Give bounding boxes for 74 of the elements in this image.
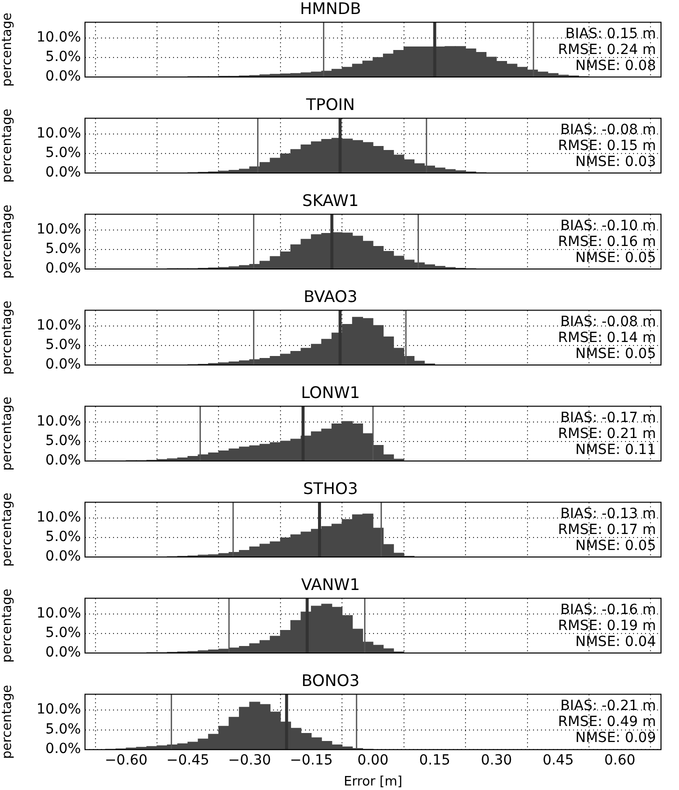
annotation: RMSE: 0.17 m bbox=[558, 522, 656, 538]
annotation: BIAS: -0.16 m bbox=[560, 602, 656, 618]
y-tick-label: 5.0% bbox=[45, 721, 81, 738]
y-axis-title: percentage bbox=[0, 492, 16, 567]
y-axis-title: percentage bbox=[0, 396, 16, 471]
x-tick-label: 0.15 bbox=[419, 752, 450, 769]
annotation: BIAS: 0.15 m bbox=[565, 26, 656, 42]
y-tick-label: 5.0% bbox=[45, 337, 81, 354]
y-tick-label: 10.0% bbox=[36, 126, 81, 142]
annotation: RMSE: 0.15 m bbox=[558, 138, 656, 154]
y-tick-label: 10.0% bbox=[36, 30, 81, 46]
annotation: NMSE: 0.05 bbox=[575, 346, 656, 362]
x-tick-label: −0.15 bbox=[290, 752, 333, 769]
annotation: NMSE: 0.05 bbox=[575, 250, 656, 266]
chart-title: VANW1 bbox=[301, 574, 360, 594]
y-tick-label: 10.0% bbox=[36, 510, 81, 526]
y-tick-label: 10.0% bbox=[36, 414, 81, 430]
annotation: NMSE: 0.05 bbox=[575, 538, 656, 554]
chart-title: HMNDB bbox=[300, 0, 362, 18]
annotation: RMSE: 0.24 m bbox=[558, 42, 656, 58]
annotation: BIAS: -0.13 m bbox=[560, 506, 656, 522]
annotation: BIAS: -0.08 m bbox=[560, 314, 656, 330]
x-tick-label: 0.30 bbox=[480, 752, 512, 769]
chart-title: SKAW1 bbox=[302, 190, 359, 210]
x-tick-label: 0.45 bbox=[542, 752, 574, 769]
y-tick-label: 0.0% bbox=[45, 452, 81, 469]
chart-title: LONW1 bbox=[301, 382, 360, 402]
y-tick-label: 0.0% bbox=[45, 644, 81, 661]
chart-title: STHO3 bbox=[303, 478, 358, 498]
annotation: BIAS: -0.21 m bbox=[560, 698, 656, 714]
chart-title: BONO3 bbox=[301, 670, 360, 690]
y-axis-title: percentage bbox=[0, 204, 16, 279]
annotation: NMSE: 0.04 bbox=[575, 634, 656, 650]
y-tick-label: 5.0% bbox=[45, 145, 81, 162]
y-axis-title: percentage bbox=[0, 12, 16, 87]
y-tick-label: 5.0% bbox=[45, 241, 81, 258]
y-tick-label: 0.0% bbox=[45, 356, 81, 373]
annotation: RMSE: 0.14 m bbox=[558, 330, 656, 346]
annotation: RMSE: 0.21 m bbox=[558, 426, 656, 442]
y-tick-label: 10.0% bbox=[36, 222, 81, 238]
annotation: RMSE: 0.16 m bbox=[558, 234, 656, 250]
chart-title: BVAO3 bbox=[304, 286, 358, 306]
y-axis-title: percentage bbox=[0, 684, 16, 759]
y-tick-label: 10.0% bbox=[36, 702, 81, 718]
y-axis-title: percentage bbox=[0, 300, 16, 375]
y-tick-label: 10.0% bbox=[36, 318, 81, 334]
x-tick-label: −0.30 bbox=[228, 752, 272, 769]
annotation: RMSE: 0.49 m bbox=[558, 714, 656, 730]
y-tick-label: 5.0% bbox=[45, 625, 81, 642]
y-tick-label: 5.0% bbox=[45, 49, 81, 66]
y-tick-label: 0.0% bbox=[45, 260, 81, 277]
x-tick-label: 0.60 bbox=[604, 752, 636, 769]
annotation: RMSE: 0.19 m bbox=[558, 618, 656, 634]
annotation: NMSE: 0.09 bbox=[575, 730, 656, 746]
y-tick-label: 0.0% bbox=[45, 164, 81, 181]
annotation: BIAS: -0.10 m bbox=[560, 218, 656, 234]
y-tick-label: 10.0% bbox=[36, 606, 81, 622]
annotation: NMSE: 0.11 bbox=[575, 442, 656, 458]
x-axis-title: Error [m] bbox=[344, 774, 402, 790]
y-tick-label: 0.0% bbox=[45, 548, 81, 565]
annotation: BIAS: -0.08 m bbox=[560, 122, 656, 138]
y-axis-title: percentage bbox=[0, 108, 16, 183]
annotation: BIAS: -0.17 m bbox=[560, 410, 656, 426]
annotation: NMSE: 0.08 bbox=[575, 58, 656, 74]
y-tick-label: 5.0% bbox=[45, 433, 81, 450]
x-tick-label: 0.00 bbox=[357, 752, 389, 769]
chart-title: TPOIN bbox=[305, 94, 355, 114]
y-axis-title: percentage bbox=[0, 588, 16, 663]
y-tick-label: 0.0% bbox=[45, 68, 81, 85]
x-tick-label: −0.60 bbox=[104, 752, 148, 769]
annotation: NMSE: 0.03 bbox=[575, 154, 656, 170]
x-tick-label: −0.45 bbox=[166, 752, 210, 769]
y-tick-label: 0.0% bbox=[45, 741, 81, 758]
y-tick-label: 5.0% bbox=[45, 529, 81, 546]
